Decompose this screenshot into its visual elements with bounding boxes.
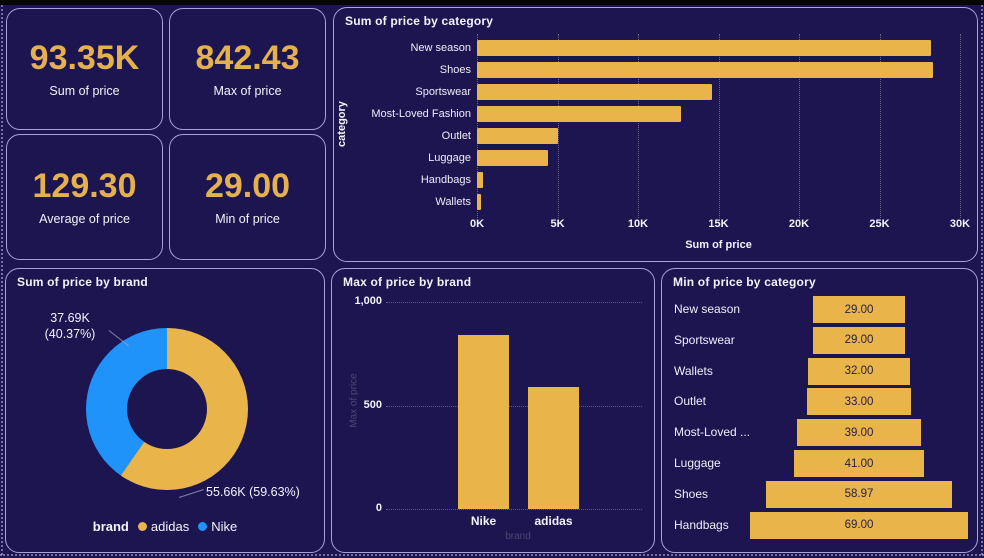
- gridline-horizontal: [386, 509, 642, 510]
- funnel-bar-luggage[interactable]: 41.00: [794, 450, 924, 477]
- y-axis-tick-label: 1,000: [354, 295, 382, 307]
- gridline-horizontal: [386, 302, 642, 303]
- window-top-strip: [0, 0, 984, 5]
- chart-title: Sum of price by brand: [17, 275, 148, 289]
- legend-label: Nike: [211, 519, 238, 534]
- column-bar-adidas[interactable]: [528, 386, 579, 509]
- funnel-bar-sportswear[interactable]: 29.00: [813, 326, 905, 354]
- donut-callout-adidas: 55.66K (59.63%): [206, 485, 300, 499]
- kpi-value: 93.35K: [29, 38, 140, 77]
- chart-title: Max of price by brand: [343, 275, 472, 289]
- gridline-vertical: [879, 34, 881, 218]
- kpi-value: 29.00: [204, 166, 291, 205]
- funnel-chart-panel-min-of-price-by-category: Min of price by category New season 29.00…: [661, 268, 978, 553]
- kpi-label: Sum of price: [49, 83, 120, 98]
- bar-new-season[interactable]: [477, 40, 932, 56]
- gridline-horizontal: [386, 405, 642, 407]
- bar-category-label: Outlet: [441, 130, 471, 142]
- canvas-edge-bottom: [0, 554, 984, 556]
- column-category-label: adidas: [534, 514, 573, 528]
- legend-title: brand: [92, 519, 129, 534]
- kpi-card-average-of-price: 129.30 Average of price: [6, 134, 163, 260]
- x-axis-tick-label: 30K: [949, 218, 971, 230]
- funnel-category-label: Shoes: [674, 486, 709, 501]
- column-category-label: Nike: [470, 514, 497, 528]
- bar-category-label: New season: [410, 42, 471, 54]
- chart-title: Min of price by category: [673, 275, 816, 289]
- kpi-label: Max of price: [213, 83, 282, 98]
- x-axis-tick-label: 15K: [708, 218, 729, 230]
- y-axis-tick-label: 500: [363, 398, 382, 411]
- bar-shoes[interactable]: [477, 62, 934, 78]
- funnel-category-label: Outlet: [674, 394, 707, 409]
- bar-category-label: Handbags: [420, 174, 471, 186]
- funnel-bar-outlet[interactable]: 33.00: [806, 388, 912, 416]
- chart-title: Sum of price by category: [345, 14, 494, 28]
- bar-luggage[interactable]: [477, 150, 548, 166]
- bar-handbags[interactable]: [477, 172, 483, 188]
- bar-chart-panel-sum-of-price-by-category: Sum of price by category category 0K 5K 10…: [333, 7, 978, 262]
- bar-sportswear[interactable]: [477, 84, 713, 100]
- callout-leader-line: [178, 488, 204, 498]
- funnel-category-label: Wallets: [674, 363, 713, 378]
- x-axis-tick-label: 0K: [469, 218, 485, 230]
- gridline-vertical: [557, 34, 559, 218]
- kpi-card-max-of-price: 842.43 Max of price: [169, 8, 326, 130]
- funnel-category-label: Handbags: [674, 517, 729, 532]
- canvas-edge-left: [1, 5, 3, 555]
- donut-chart-panel-sum-of-price-by-brand: Sum of price by brand 37.69K (40.37%) 55…: [5, 268, 325, 553]
- funnel-bar-most-loved-[interactable]: 39.00: [797, 419, 921, 447]
- kpi-card-sum-of-price: 93.35K Sum of price: [6, 8, 163, 130]
- x-axis-tick-label: 20K: [788, 218, 810, 230]
- bar-category-label: Sportswear: [415, 86, 471, 98]
- column-chart-panel-max-of-price-by-brand: Max of price by brand Max of price 0 500 1…: [331, 268, 655, 553]
- column-chart-x-axis-title: brand: [505, 531, 531, 542]
- funnel-bar-new-season[interactable]: 29.00: [813, 296, 905, 323]
- bar-category-label: Shoes: [439, 64, 471, 76]
- bar-chart-x-axis-title: Sum of price: [685, 239, 752, 251]
- callout-value: 37.69K: [50, 311, 90, 325]
- legend-item-nike[interactable]: Nike: [198, 519, 237, 534]
- kpi-label: Min of price: [215, 211, 280, 226]
- legend-item-adidas[interactable]: adidas: [137, 519, 190, 534]
- bar-wallets[interactable]: [477, 194, 481, 210]
- kpi-label: Average of price: [39, 211, 130, 226]
- funnel-bar-handbags[interactable]: 69.00: [750, 511, 968, 539]
- donut-hole: [127, 369, 207, 449]
- gridline-vertical: [718, 34, 720, 218]
- legend-dot: [137, 522, 147, 531]
- y-axis-tick-label: 0: [375, 502, 382, 514]
- x-axis-tick-label: 10K: [627, 218, 649, 230]
- donut-callout-nike: 37.69K (40.37%): [30, 311, 110, 342]
- bar-category-label: Luggage: [428, 152, 471, 164]
- funnel-bar-wallets[interactable]: 32.00: [808, 357, 910, 385]
- funnel-category-label: Sportswear: [674, 332, 735, 347]
- column-bar-nike[interactable]: [458, 334, 509, 509]
- gridline-vertical: [477, 34, 478, 218]
- bar-category-label: Most-Loved Fashion: [371, 108, 471, 120]
- gridline-vertical: [799, 34, 800, 218]
- funnel-category-label: Luggage: [674, 456, 721, 470]
- bar-most-loved-fashion[interactable]: [477, 106, 682, 122]
- funnel-category-label: New season: [674, 302, 741, 316]
- legend-dot: [198, 522, 208, 531]
- bar-outlet[interactable]: [477, 128, 558, 144]
- gridline-vertical: [960, 34, 961, 218]
- callout-percent: (40.37%): [44, 326, 96, 341]
- gridline-vertical: [638, 34, 639, 218]
- x-axis-tick-label: 5K: [550, 218, 565, 230]
- legend-label: adidas: [150, 519, 190, 534]
- funnel-category-label: Most-Loved ...: [674, 425, 751, 440]
- kpi-value: 842.43: [195, 38, 300, 77]
- canvas-edge-right: [981, 5, 983, 555]
- kpi-value: 129.30: [32, 166, 137, 205]
- legend: brand adidas Nike: [6, 519, 324, 534]
- x-axis-tick-label: 25K: [869, 218, 890, 230]
- bar-category-label: Wallets: [435, 196, 471, 208]
- kpi-card-min-of-price: 29.00 Min of price: [169, 134, 326, 260]
- funnel-bar-shoes[interactable]: 58.97: [765, 480, 953, 508]
